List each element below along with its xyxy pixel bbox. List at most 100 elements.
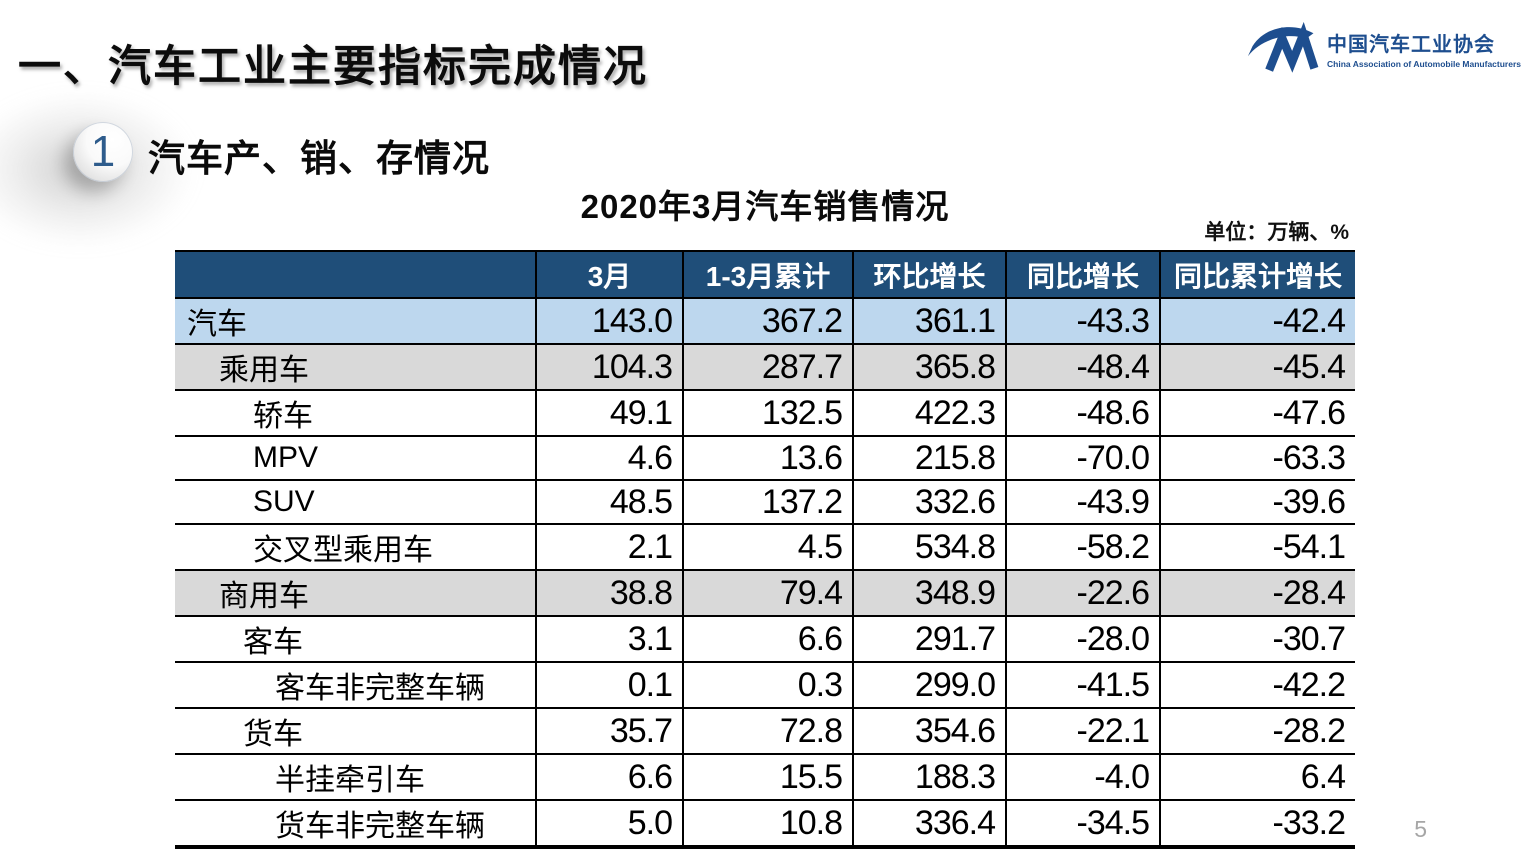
cell-value: -42.2 [1159,661,1355,708]
cell-value: 422.3 [852,389,1006,436]
cell-value: 13.6 [682,435,853,480]
table-row: 半挂牵引车 6.6 15.5 188.3 -4.0 6.4 [175,753,1355,800]
col-header-march: 3月 [535,251,683,298]
cell-value: 291.7 [852,615,1006,662]
cell-value: 6.6 [535,753,683,800]
row-label: 商用车 [175,569,536,616]
cell-value: 72.8 [682,707,853,754]
table-row: 商用车 38.8 79.4 348.9 -22.6 -28.4 [175,569,1355,616]
cell-value: -41.5 [1005,661,1160,708]
cell-value: -28.2 [1159,707,1355,754]
logo-name-en: China Association of Automobile Manufact… [1327,58,1521,69]
cell-value: -22.6 [1005,569,1160,616]
cell-value: -42.4 [1159,297,1355,344]
cell-value: -30.7 [1159,615,1355,662]
cell-value: 79.4 [682,569,853,616]
cell-value: -70.0 [1005,435,1160,480]
cell-value: -28.0 [1005,615,1160,662]
table-row: MPV 4.6 13.6 215.8 -70.0 -63.3 [175,435,1355,480]
sales-table-area: 2020年3月汽车销售情况 单位：万辆、% 3月 1-3月累计 环比增长 同比增… [175,186,1355,849]
section-number-badge: 1 [73,122,133,182]
cell-value: 534.8 [852,523,1006,570]
cell-value: -58.2 [1005,523,1160,570]
cell-value: 0.3 [682,661,853,708]
unit-label: 单位：万辆、% [1204,221,1349,244]
cam-monogram-icon [1247,22,1319,73]
page-title: 一、汽车工业主要指标完成情况 [18,43,648,91]
row-label: MPV [175,435,536,480]
cell-value: 132.5 [682,389,853,436]
cell-value: 5.0 [535,799,683,847]
section-title: 汽车产、销、存情况 [148,138,490,179]
cell-value: -34.5 [1005,799,1160,847]
cell-value: -47.6 [1159,389,1355,436]
cell-value: 365.8 [852,343,1006,390]
cell-value: 287.7 [682,343,853,390]
row-label: 汽车 [175,297,536,344]
table-row: 客车非完整车辆 0.1 0.3 299.0 -41.5 -42.2 [175,661,1355,708]
table-row: 交叉型乘用车 2.1 4.5 534.8 -58.2 -54.1 [175,523,1355,570]
cell-value: 48.5 [535,479,683,524]
logo-name-cn: 中国汽车工业协会 [1327,33,1496,56]
cell-value: 215.8 [852,435,1006,480]
cell-value: 336.4 [852,799,1006,847]
cell-value: 188.3 [852,753,1006,800]
cell-value: 354.6 [852,707,1006,754]
cell-value: -4.0 [1005,753,1160,800]
row-label: 轿车 [175,389,536,436]
cell-value: 3.1 [535,615,683,662]
row-label: 客车 [175,615,536,662]
cell-value: 367.2 [682,297,853,344]
cell-value: -45.4 [1159,343,1355,390]
col-header-mom-growth: 环比增长 [852,251,1006,298]
cell-value: 4.5 [682,523,853,570]
cell-value: 35.7 [535,707,683,754]
col-header-cumulative: 1-3月累计 [682,251,853,298]
cell-value: -43.9 [1005,479,1160,524]
cell-value: -28.4 [1159,569,1355,616]
row-label: 货车 [175,707,536,754]
page-number: 5 [1414,816,1427,842]
cell-value: 38.8 [535,569,683,616]
cell-value: -43.3 [1005,297,1160,344]
cell-value: 104.3 [535,343,683,390]
cell-value: -39.6 [1159,479,1355,524]
col-header-yoy-growth: 同比增长 [1005,251,1160,298]
cell-value: 2.1 [535,523,683,570]
row-label: 乘用车 [175,343,536,390]
cell-value: 299.0 [852,661,1006,708]
cell-value: 332.6 [852,479,1006,524]
cell-value: -48.4 [1005,343,1160,390]
table-row: 轿车 49.1 132.5 422.3 -48.6 -47.6 [175,389,1355,436]
logo-text: 中国汽车工业协会 China Association of Automobile… [1327,28,1521,69]
cell-value: -33.2 [1159,799,1355,847]
table-row: 乘用车 104.3 287.7 365.8 -48.4 -45.4 [175,343,1355,390]
cell-value: 15.5 [682,753,853,800]
association-logo: 中国汽车工业协会 China Association of Automobile… [1247,22,1521,74]
table-row: 客车 3.1 6.6 291.7 -28.0 -30.7 [175,615,1355,662]
row-label: 货车非完整车辆 [175,799,536,847]
row-label: 半挂牵引车 [175,753,536,800]
sales-table: 3月 1-3月累计 环比增长 同比增长 同比累计增长 汽车 143.0 367.… [175,250,1355,849]
cell-value: 10.8 [682,799,853,847]
row-label: SUV [175,479,536,524]
row-label: 交叉型乘用车 [175,523,536,570]
table-row: 货车 35.7 72.8 354.6 -22.1 -28.2 [175,707,1355,754]
table-row: 货车非完整车辆 5.0 10.8 336.4 -34.5 -33.2 [175,799,1355,847]
cell-value: -63.3 [1159,435,1355,480]
cell-value: 6.4 [1159,753,1355,800]
table-row: SUV 48.5 137.2 332.6 -43.9 -39.6 [175,479,1355,524]
col-header-category [175,251,536,298]
table-row: 汽车 143.0 367.2 361.1 -43.3 -42.4 [175,297,1355,344]
table-header-row: 3月 1-3月累计 环比增长 同比增长 同比累计增长 [175,251,1355,298]
cell-value: 137.2 [682,479,853,524]
cell-value: 4.6 [535,435,683,480]
cell-value: 0.1 [535,661,683,708]
cell-value: 49.1 [535,389,683,436]
cell-value: 143.0 [535,297,683,344]
cell-value: 6.6 [682,615,853,662]
cell-value: 348.9 [852,569,1006,616]
cell-value: -22.1 [1005,707,1160,754]
col-header-yoy-cumulative-growth: 同比累计增长 [1159,251,1355,298]
table-title: 2020年3月汽车销售情况 [580,188,950,225]
